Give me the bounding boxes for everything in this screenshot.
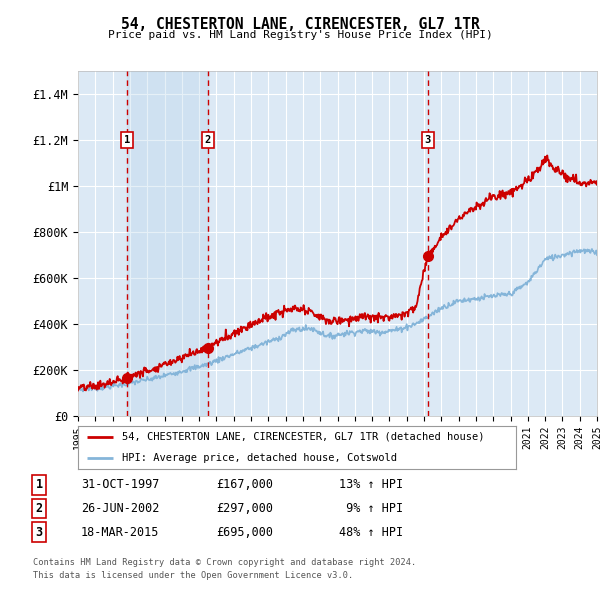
Text: HPI: Average price, detached house, Cotswold: HPI: Average price, detached house, Cots… bbox=[122, 453, 397, 463]
Text: 54, CHESTERTON LANE, CIRENCESTER, GL7 1TR (detached house): 54, CHESTERTON LANE, CIRENCESTER, GL7 1T… bbox=[122, 432, 484, 442]
Text: 54, CHESTERTON LANE, CIRENCESTER, GL7 1TR: 54, CHESTERTON LANE, CIRENCESTER, GL7 1T… bbox=[121, 17, 479, 31]
Text: 13% ↑ HPI: 13% ↑ HPI bbox=[339, 478, 403, 491]
Text: 31-OCT-1997: 31-OCT-1997 bbox=[81, 478, 160, 491]
Text: Contains HM Land Registry data © Crown copyright and database right 2024.: Contains HM Land Registry data © Crown c… bbox=[33, 558, 416, 566]
Text: This data is licensed under the Open Government Licence v3.0.: This data is licensed under the Open Gov… bbox=[33, 571, 353, 580]
Text: Price paid vs. HM Land Registry's House Price Index (HPI): Price paid vs. HM Land Registry's House … bbox=[107, 30, 493, 40]
Bar bbox=[127, 71, 208, 416]
Text: 2: 2 bbox=[205, 135, 211, 145]
Text: £695,000: £695,000 bbox=[216, 526, 273, 539]
Text: 26-JUN-2002: 26-JUN-2002 bbox=[81, 502, 160, 515]
Text: 3: 3 bbox=[425, 135, 431, 145]
Text: £167,000: £167,000 bbox=[216, 478, 273, 491]
Text: 2: 2 bbox=[35, 502, 43, 515]
Text: 48% ↑ HPI: 48% ↑ HPI bbox=[339, 526, 403, 539]
Text: 1: 1 bbox=[35, 478, 43, 491]
Text: 1: 1 bbox=[124, 135, 130, 145]
Text: 3: 3 bbox=[35, 526, 43, 539]
Text: 18-MAR-2015: 18-MAR-2015 bbox=[81, 526, 160, 539]
Text: £297,000: £297,000 bbox=[216, 502, 273, 515]
Text: 9% ↑ HPI: 9% ↑ HPI bbox=[339, 502, 403, 515]
